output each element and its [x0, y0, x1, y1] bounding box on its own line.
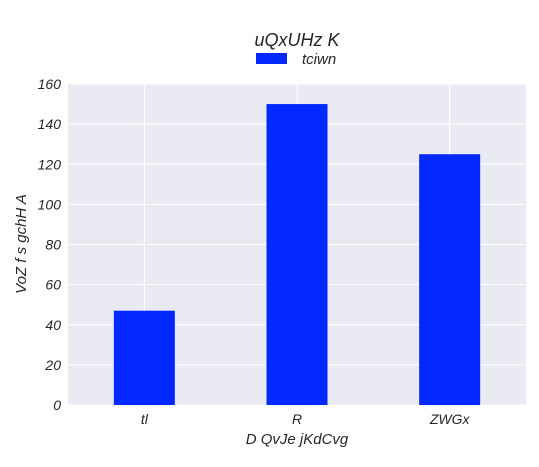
bar-tl — [113, 310, 175, 405]
bar-zwgx — [419, 154, 481, 405]
legend-label: tciwn — [302, 51, 336, 68]
legend: tciwn — [256, 51, 336, 68]
x-tick-label: tl — [141, 411, 149, 427]
bars — [113, 104, 481, 405]
x-tick-label: R — [292, 411, 302, 427]
x-axis-label: D QvJe jKdCvg — [246, 431, 349, 448]
y-tick-labels: 0 20 40 60 80 100 120 140 160 — [38, 76, 62, 413]
y-tick-label: 160 — [38, 76, 62, 92]
y-tick-label: 120 — [38, 156, 62, 172]
y-tick-label: 60 — [45, 277, 61, 293]
chart-title: uQxUHz K — [254, 30, 340, 50]
y-tick-label: 40 — [45, 317, 61, 333]
y-tick-label: 0 — [53, 397, 61, 413]
y-tick-label: 140 — [38, 116, 62, 132]
bar-r — [266, 104, 328, 405]
legend-swatch — [256, 53, 287, 64]
x-tick-label: ZWGx — [429, 411, 471, 427]
x-tick-labels: tl R ZWGx — [141, 411, 471, 427]
y-axis-label: VoZ f s gchH A — [13, 194, 30, 294]
y-tick-label: 20 — [44, 357, 61, 373]
y-tick-label: 80 — [45, 237, 61, 253]
y-tick-label: 100 — [38, 196, 62, 212]
